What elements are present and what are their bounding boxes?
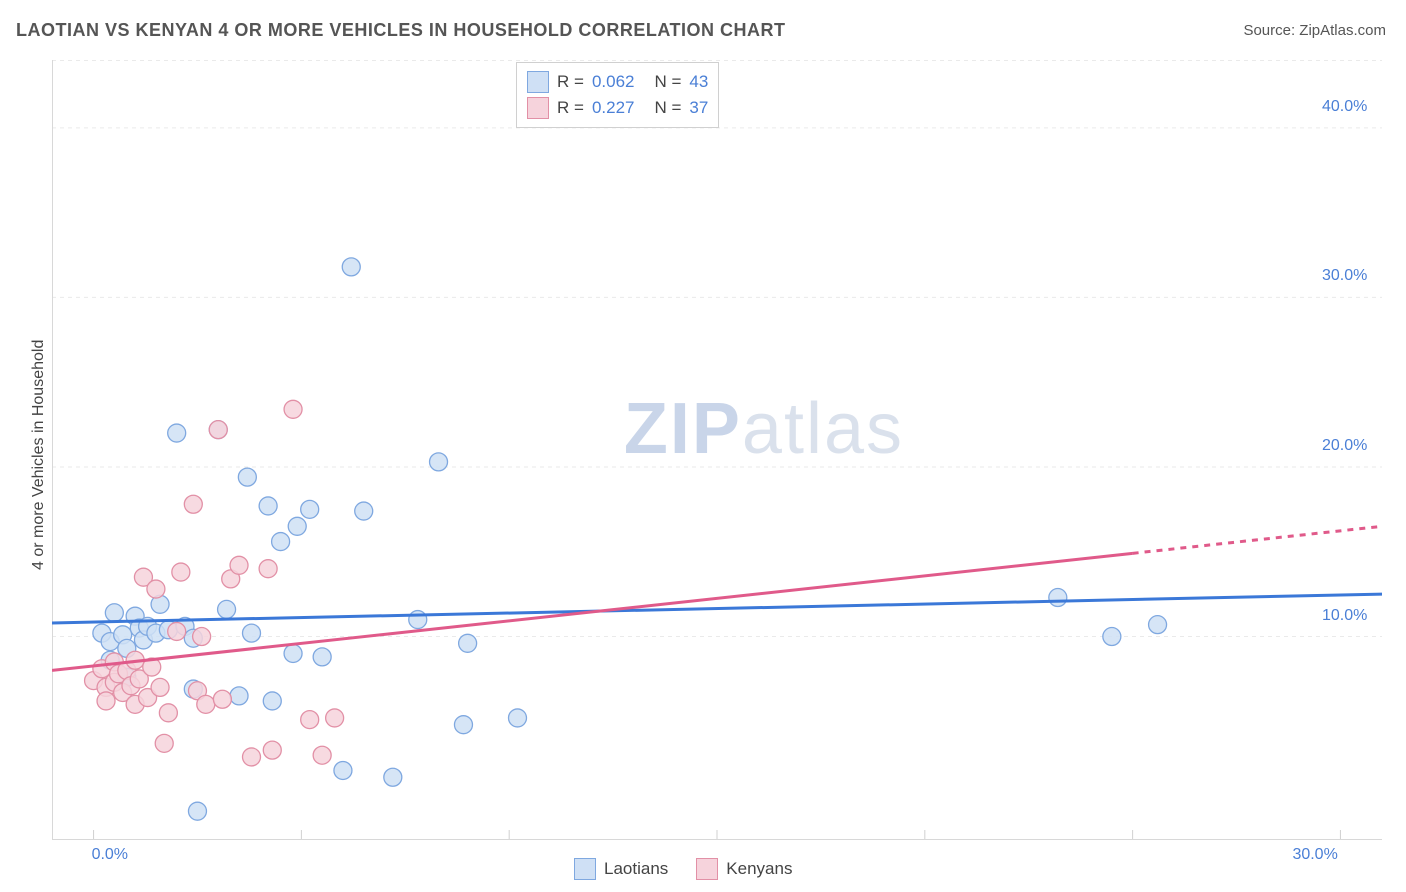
legend-item: Kenyans: [696, 858, 792, 880]
corr-r-value: 0.227: [592, 98, 635, 118]
legend-swatch: [527, 71, 549, 93]
y-tick-label: 20.0%: [1322, 437, 1367, 455]
legend-swatch: [527, 97, 549, 119]
corr-n-label: N =: [654, 72, 681, 92]
corr-n-value: 37: [689, 98, 708, 118]
series-legend: Laotians Kenyans: [574, 858, 792, 880]
corr-n-label: N =: [654, 98, 681, 118]
corr-n-value: 43: [689, 72, 708, 92]
legend-item: Laotians: [574, 858, 668, 880]
y-tick-label: 40.0%: [1322, 98, 1367, 116]
legend-label: Laotians: [604, 859, 668, 879]
y-tick-label: 10.0%: [1322, 607, 1367, 625]
corr-r-label: R =: [557, 98, 584, 118]
corr-legend-row: R = 0.227 N = 37: [527, 95, 708, 121]
y-axis-label: 4 or more Vehicles in Household: [30, 340, 48, 570]
legend-label: Kenyans: [726, 859, 792, 879]
x-tick-label: 0.0%: [92, 846, 128, 864]
corr-legend-row: R = 0.062 N = 43: [527, 69, 708, 95]
corr-r-label: R =: [557, 72, 584, 92]
corr-r-value: 0.062: [592, 72, 635, 92]
x-tick-label: 30.0%: [1292, 846, 1337, 864]
y-tick-label: 30.0%: [1322, 267, 1367, 285]
legend-swatch: [574, 858, 596, 880]
correlation-legend: R = 0.062 N = 43 R = 0.227 N = 37: [516, 62, 719, 128]
source-label: Source: ZipAtlas.com: [1243, 22, 1386, 39]
chart-title: LAOTIAN VS KENYAN 4 OR MORE VEHICLES IN …: [16, 20, 786, 41]
legend-swatch: [696, 858, 718, 880]
scatter-plot: [52, 60, 1382, 840]
